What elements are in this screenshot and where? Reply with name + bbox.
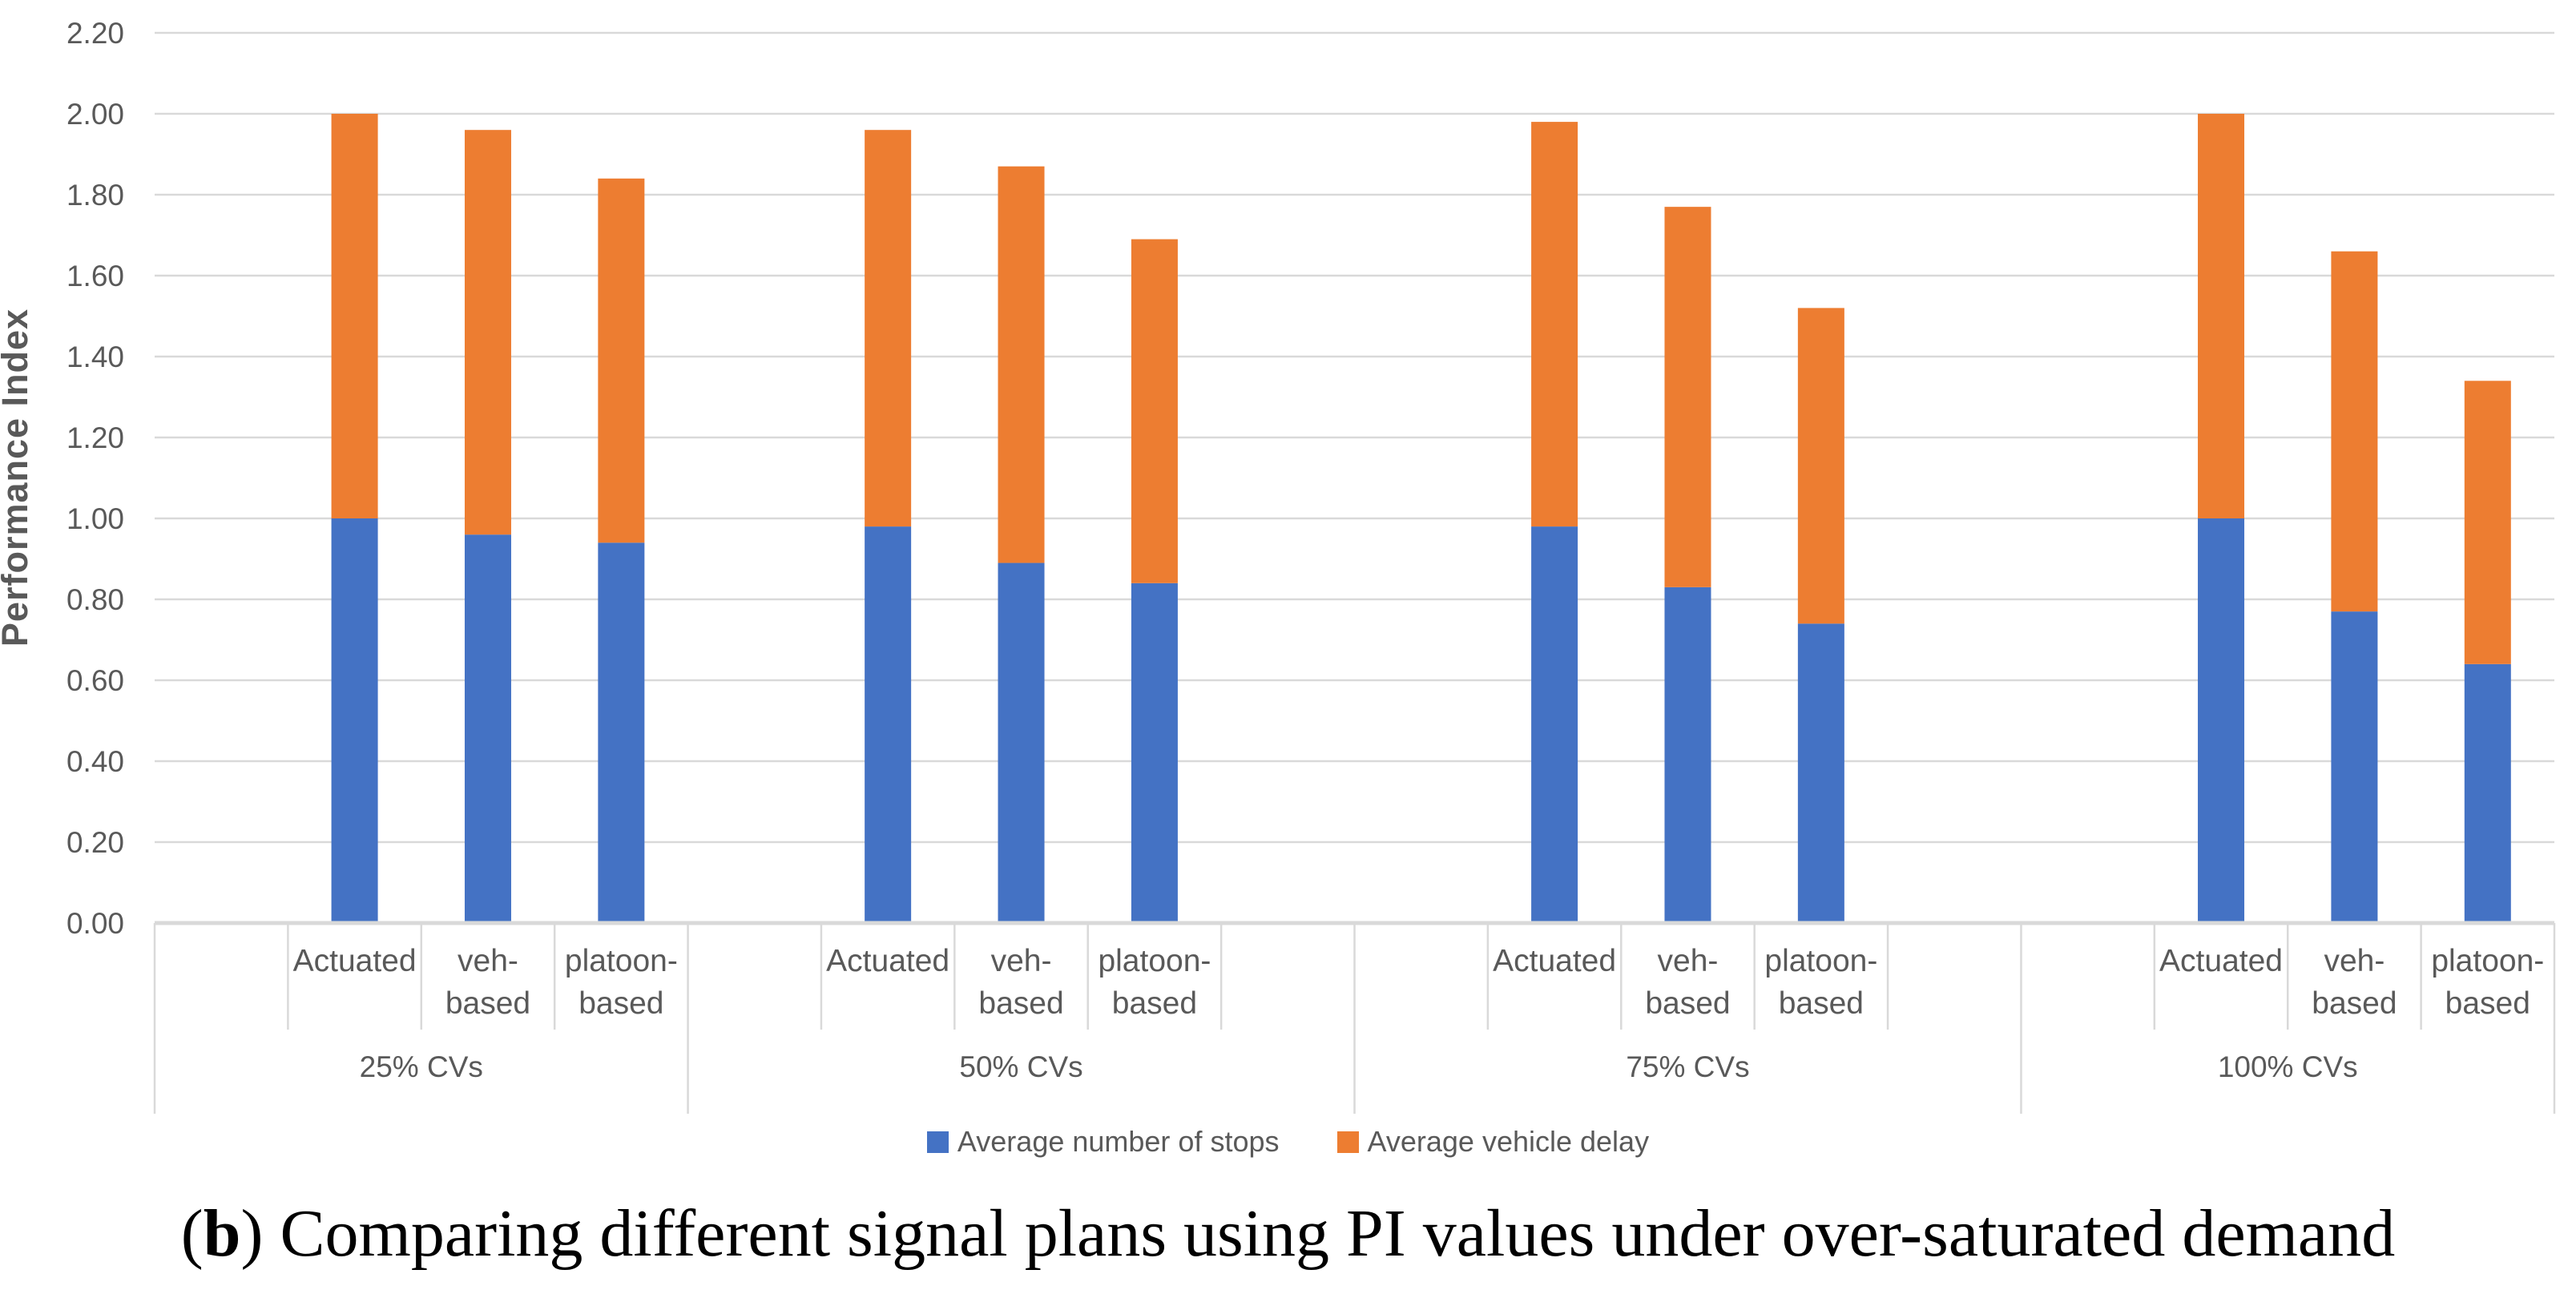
- category-label: based: [1779, 986, 1864, 1021]
- legend-swatch-icon: [926, 1131, 949, 1153]
- y-tick-label: 0.80: [67, 583, 124, 616]
- bar-segment-delay: [865, 130, 912, 527]
- caption-paren-close: ): [240, 1196, 280, 1271]
- category-label: based: [1112, 986, 1197, 1021]
- category-label: platoon-: [2431, 944, 2544, 978]
- y-tick-label: 0.20: [67, 826, 124, 859]
- figure-caption: (b) Comparing different signal plans usi…: [0, 1200, 2576, 1268]
- y-axis-title: Performance Index: [0, 308, 35, 647]
- bar-segment-delay: [464, 130, 511, 535]
- y-tick-label: 1.60: [67, 260, 124, 292]
- bar-segment-stops: [2331, 611, 2378, 923]
- y-tick-label: 1.80: [67, 179, 124, 212]
- category-label: platoon-: [1098, 944, 1211, 978]
- y-tick-label: 0.60: [67, 664, 124, 697]
- bar-segment-delay: [998, 166, 1045, 563]
- y-tick-label: 2.20: [67, 17, 124, 50]
- category-label: based: [2312, 986, 2397, 1021]
- bar-segment-stops: [865, 526, 912, 923]
- chart-legend: Average number of stops Average vehicle d…: [0, 1120, 2576, 1163]
- bar-segment-stops: [331, 518, 378, 923]
- bar-segment-delay: [2198, 114, 2245, 518]
- bar-segment-stops: [1664, 587, 1711, 923]
- category-label: based: [578, 986, 663, 1021]
- bar-segment-stops: [998, 562, 1045, 923]
- category-label: based: [1645, 986, 1730, 1021]
- bar-segment-delay: [1797, 308, 1844, 624]
- category-label: Actuated: [2159, 944, 2283, 978]
- legend-swatch-icon: [1336, 1131, 1359, 1153]
- y-tick-label: 0.00: [67, 907, 124, 940]
- bar-segment-delay: [2331, 251, 2378, 612]
- category-label: platoon-: [1764, 944, 1877, 978]
- y-tick-label: 2.00: [67, 98, 124, 131]
- caption-text: Comparing different signal plans using P…: [280, 1196, 2396, 1271]
- caption-label-letter: b: [203, 1196, 241, 1271]
- bar-segment-stops: [1131, 583, 1178, 923]
- legend-item: Average vehicle delay: [1336, 1125, 1650, 1159]
- bar-segment-stops: [598, 542, 645, 923]
- y-tick-label: 1.20: [67, 421, 124, 454]
- group-label: 75% CVs: [1626, 1050, 1749, 1083]
- caption-paren-open: (: [180, 1196, 204, 1271]
- bar-segment-delay: [331, 114, 378, 518]
- bar-segment-delay: [1131, 239, 1178, 583]
- bar-segment-stops: [1531, 526, 1578, 923]
- bar-segment-stops: [2464, 663, 2511, 923]
- category-label: platoon-: [565, 944, 678, 978]
- category-label: veh-: [1658, 944, 1719, 978]
- legend-label: Average vehicle delay: [1367, 1125, 1650, 1158]
- bar-segment-stops: [464, 534, 511, 923]
- y-tick-label: 0.40: [67, 745, 124, 778]
- bar-segment-stops: [2198, 518, 2245, 923]
- bar-segment-delay: [1664, 207, 1711, 587]
- bar-segment-stops: [1797, 623, 1844, 923]
- stacked-bar-chart: 0.00 0.20 0.40 0.60 0.80 1.00 1.20 1.40 1.60 1.80…: [0, 17, 2556, 1114]
- bar-segment-delay: [1531, 122, 1578, 527]
- category-label: Actuated: [1493, 944, 1616, 978]
- category-label: veh-: [2324, 944, 2385, 978]
- category-label: veh-: [991, 944, 1052, 978]
- category-label: Actuated: [826, 944, 949, 978]
- legend-label: Average number of stops: [957, 1125, 1280, 1158]
- category-label: based: [978, 986, 1063, 1021]
- group-label: 25% CVs: [360, 1050, 483, 1083]
- y-tick-label: 1.40: [67, 341, 124, 373]
- category-label: Actuated: [293, 944, 417, 978]
- category-label: based: [2445, 986, 2530, 1021]
- bar-segment-delay: [598, 178, 645, 543]
- group-label: 100% CVs: [2218, 1050, 2358, 1083]
- bar-segment-delay: [2464, 381, 2511, 664]
- y-tick-label: 1.00: [67, 502, 124, 535]
- category-label: veh-: [458, 944, 518, 978]
- group-label: 50% CVs: [959, 1050, 1082, 1083]
- legend-item: Average number of stops: [926, 1125, 1280, 1159]
- category-label: based: [445, 986, 530, 1021]
